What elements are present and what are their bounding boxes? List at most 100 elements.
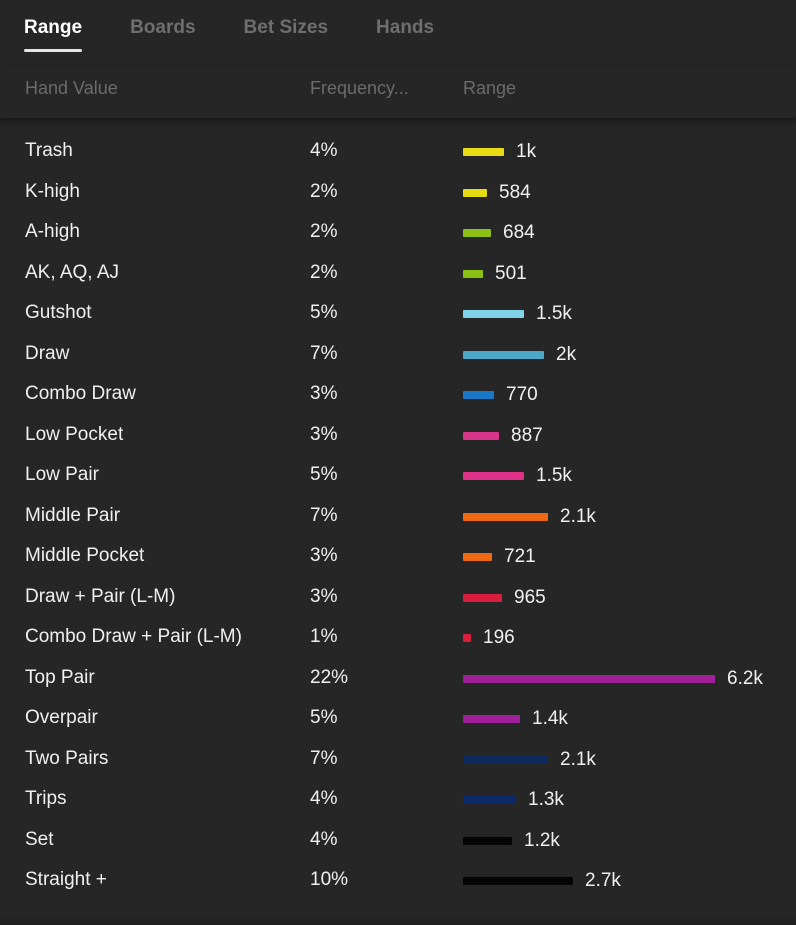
range-count-label: 1.2k: [524, 829, 560, 851]
hand-value-frequency: 3%: [310, 545, 338, 566]
range-bar: [463, 269, 483, 278]
table-row[interactable]: Trash 4% 1k: [0, 132, 796, 173]
table-row[interactable]: Set 4% 1.2k: [0, 821, 796, 862]
range-bar-cell: 2.1k: [463, 750, 596, 769]
hand-value-frequency: 5%: [310, 302, 338, 323]
table-row[interactable]: Low Pair 5% 1.5k: [0, 456, 796, 497]
hand-value-name: Gutshot: [25, 302, 92, 323]
hand-value-name: Trips: [25, 788, 67, 809]
range-bar: [463, 674, 715, 683]
hand-value-frequency: 2%: [310, 261, 338, 283]
hand-value-name: Draw: [25, 342, 70, 364]
column-header-range[interactable]: Range: [463, 78, 517, 98]
range-count-label: 684: [503, 222, 535, 243]
hand-value-name: Set: [25, 828, 54, 850]
hand-value-name: Straight +: [25, 869, 107, 890]
hand-value-frequency: 4%: [310, 788, 338, 809]
hand-value-name: Draw + Pair (L-M): [25, 585, 176, 607]
hand-value-name: AK, AQ, AJ: [25, 261, 119, 283]
range-bar-cell: 684: [463, 222, 535, 243]
range-bar: [463, 229, 491, 237]
hand-value-name: Trash: [25, 140, 73, 161]
range-bar-cell: 196: [463, 628, 515, 647]
bottom-edge: [0, 915, 796, 925]
hand-value-frequency: 4%: [310, 140, 338, 161]
range-count-label: 965: [514, 586, 546, 608]
range-count-label: 1.4k: [532, 708, 568, 729]
range-bar-cell: 1.5k: [463, 466, 572, 485]
hand-value-frequency: 5%: [310, 707, 338, 728]
tab-bar: Range Boards Bet Sizes Hands: [24, 14, 482, 58]
hand-value-name: Top Pair: [25, 666, 95, 688]
table-row[interactable]: Straight + 10% 2.7k: [0, 861, 796, 902]
range-bar-cell: 965: [463, 586, 546, 608]
range-bar-cell: 6.2k: [463, 667, 763, 689]
table-row[interactable]: AK, AQ, AJ 2% 501: [0, 254, 796, 295]
table-row[interactable]: K-high 2% 584: [0, 173, 796, 214]
tab-hands[interactable]: Hands: [376, 17, 435, 38]
range-bar: [463, 350, 544, 359]
range-count-label: 1.5k: [536, 303, 572, 324]
range-bar-cell: 1.3k: [463, 789, 564, 810]
table-row[interactable]: Middle Pocket 3% 721: [0, 537, 796, 578]
hand-value-frequency: 22%: [310, 666, 349, 688]
range-count-label: 584: [499, 181, 531, 203]
table-row[interactable]: Top Pair 22% 6.2k: [0, 659, 796, 700]
hand-value-frequency: 1%: [310, 626, 338, 647]
hand-value-frequency: 4%: [310, 828, 338, 850]
table-row[interactable]: Low Pocket 3% 887: [0, 416, 796, 457]
hand-value-frequency: 10%: [310, 869, 349, 890]
hand-value-frequency: 3%: [310, 585, 338, 607]
range-count-label: 2k: [556, 343, 577, 365]
table-row[interactable]: Draw + Pair (L-M) 3% 965: [0, 578, 796, 619]
table-row[interactable]: Gutshot 5% 1.5k: [0, 294, 796, 335]
hand-value-name: Combo Draw + Pair (L-M): [25, 626, 242, 647]
tab-boards[interactable]: Boards: [130, 17, 196, 38]
range-bar-cell: 1.4k: [463, 708, 568, 729]
table-row[interactable]: Combo Draw + Pair (L-M) 1% 196: [0, 618, 796, 659]
table-row[interactable]: Draw 7% 2k: [0, 335, 796, 376]
range-bar: [463, 148, 504, 156]
table-row[interactable]: A-high 2% 684: [0, 213, 796, 254]
hand-value-name: Combo Draw: [25, 383, 136, 404]
range-bar: [463, 188, 487, 197]
column-header-frequency[interactable]: Frequency...: [310, 78, 409, 98]
table-row[interactable]: Combo Draw 3% 770: [0, 375, 796, 416]
range-bar: [463, 553, 492, 561]
range-bar-cell: 2.7k: [463, 870, 621, 891]
hand-value-frequency: 2%: [310, 221, 338, 242]
range-bar-cell: 501: [463, 264, 527, 283]
hand-value-name: Overpair: [25, 707, 98, 728]
tab-range[interactable]: Range: [24, 14, 83, 52]
range-count-label: 721: [504, 546, 536, 567]
tab-bet-sizes[interactable]: Bet Sizes: [243, 17, 329, 38]
table-row[interactable]: Two Pairs 7% 2.1k: [0, 740, 796, 781]
range-count-label: 1.3k: [528, 789, 564, 810]
range-bar-cell: 1k: [463, 142, 536, 161]
range-bar: [463, 796, 516, 804]
hand-value-name: Middle Pocket: [25, 545, 145, 566]
column-header-hand-value[interactable]: Hand Value: [25, 78, 118, 98]
hand-value-frequency: 7%: [310, 342, 338, 364]
hand-value-frequency: 3%: [310, 383, 338, 404]
hand-value-name: Low Pocket: [25, 423, 124, 445]
hand-value-name: A-high: [25, 221, 80, 242]
range-bar-cell: 770: [463, 385, 538, 404]
table-header: Hand Value Frequency... Range: [0, 66, 796, 119]
range-count-label: 6.2k: [727, 667, 763, 689]
hand-value-table: Trash 4% 1k K-high 2% 584 A-high 2% 684 AK, AQ, A…: [0, 132, 796, 902]
range-count-label: 2.7k: [585, 870, 621, 891]
range-bar: [463, 593, 502, 602]
range-bar-cell: 1.5k: [463, 303, 572, 324]
range-bar: [463, 755, 548, 764]
table-row[interactable]: Middle Pair 7% 2.1k: [0, 497, 796, 538]
hand-value-frequency: 2%: [310, 180, 338, 202]
table-row[interactable]: Trips 4% 1.3k: [0, 780, 796, 821]
range-bar-cell: 887: [463, 426, 543, 445]
range-bar: [463, 310, 524, 318]
table-row[interactable]: Overpair 5% 1.4k: [0, 699, 796, 740]
range-bar: [463, 431, 499, 440]
hand-value-name: K-high: [25, 180, 80, 202]
hand-value-frequency: 7%: [310, 504, 338, 526]
